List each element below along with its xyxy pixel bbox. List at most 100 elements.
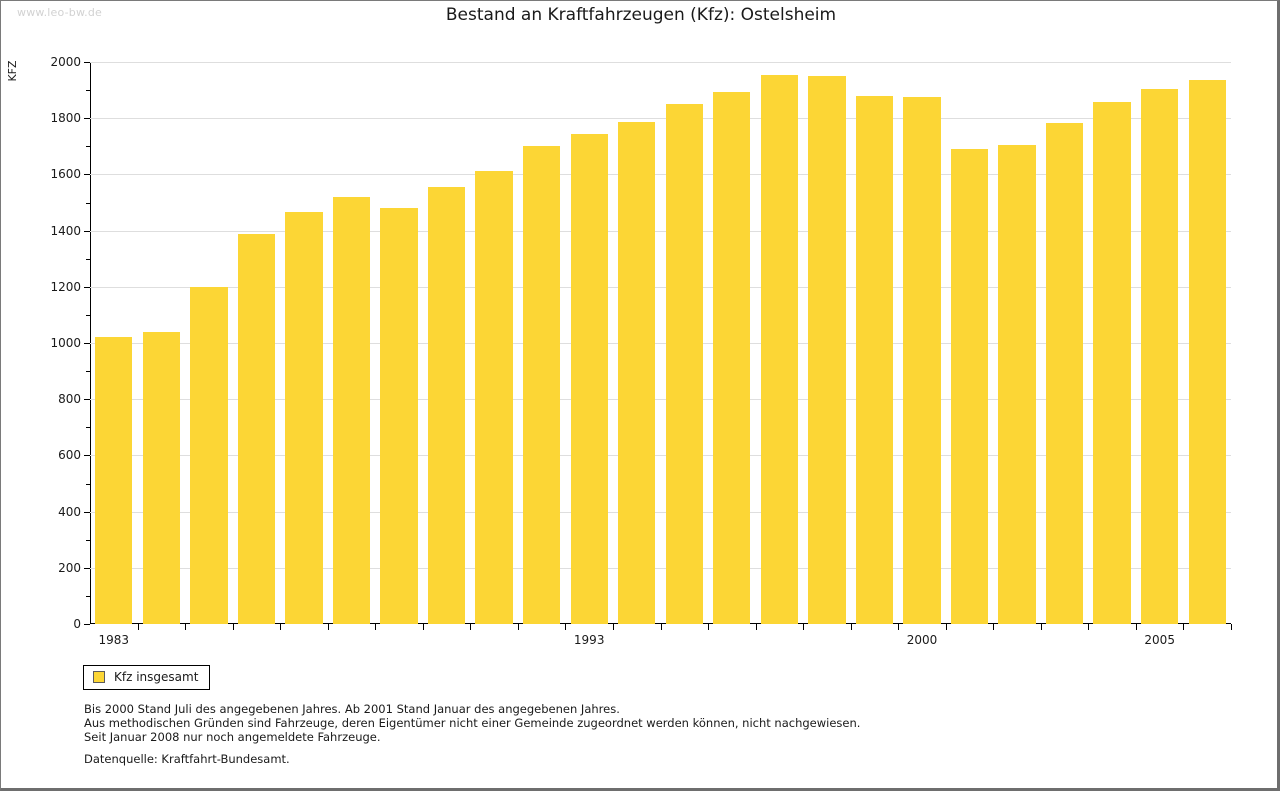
bar: [760, 74, 798, 624]
x-axis-tick: [185, 624, 187, 630]
y-axis-tick: [84, 399, 90, 401]
y-axis-tick-label: 0: [73, 617, 81, 631]
gridline: [90, 343, 1231, 344]
x-axis-tick: [565, 624, 567, 630]
bar: [665, 104, 703, 624]
x-axis-tick-label: 2000: [906, 633, 938, 647]
gridline: [90, 174, 1231, 176]
x-axis-tick: [945, 624, 947, 630]
watermark-text: www.leo-bw.de: [17, 6, 103, 19]
gridline: [90, 455, 1231, 457]
y-axis-tick-label: 1400: [50, 223, 81, 238]
y-axis-minor-tick: [86, 483, 90, 485]
bar: [142, 331, 180, 624]
source-note: Datenquelle: Kraftfahrt-Bundesamt.: [84, 752, 290, 766]
gridline: [90, 118, 1231, 120]
bar: [475, 171, 513, 624]
bar: [618, 121, 656, 624]
y-axis-tick: [84, 343, 90, 344]
y-axis-tick-label: 600: [58, 448, 81, 463]
footnote-line: Aus methodischen Gründen sind Fahrzeuge,…: [84, 716, 861, 730]
bar: [380, 208, 418, 624]
y-axis-tick: [84, 455, 90, 457]
x-axis-tick: [1183, 624, 1185, 630]
y-axis-tick-label: 400: [58, 504, 81, 519]
footnotes: Bis 2000 Stand Juli des angegebenen Jahr…: [84, 702, 860, 744]
y-axis-tick: [84, 567, 90, 569]
x-axis-tick-label: 1983: [98, 633, 130, 647]
y-axis-tick-label: 1600: [50, 167, 81, 182]
bar: [1141, 88, 1179, 624]
gridline: [90, 62, 1231, 63]
y-axis-minor-tick: [86, 314, 90, 316]
y-axis-minor-tick: [86, 202, 90, 204]
gridline: [90, 511, 1231, 513]
bar: [1093, 102, 1131, 624]
y-axis-tick: [84, 174, 90, 176]
bar: [570, 133, 608, 624]
x-axis-tick-label: 2005: [1144, 633, 1175, 647]
bar: [237, 233, 276, 624]
x-axis-tick: [1040, 624, 1042, 630]
y-axis-title: KFZ: [6, 60, 19, 82]
bar: [427, 187, 466, 624]
x-axis-tick: [612, 624, 614, 630]
y-axis-tick: [84, 624, 90, 625]
x-axis-tick: [850, 624, 852, 630]
gridline: [90, 286, 1231, 288]
gridline: [90, 567, 1231, 569]
bar: [522, 146, 561, 624]
x-axis-tick: [137, 624, 139, 630]
x-axis-tick: [470, 624, 472, 630]
gridline: [90, 399, 1231, 401]
x-axis-tick: [422, 624, 424, 630]
x-axis-tick: [1135, 624, 1137, 630]
y-axis-tick-label: 800: [58, 392, 81, 407]
bar: [1188, 80, 1226, 624]
bar: [903, 97, 941, 624]
y-axis-tick: [84, 230, 90, 232]
y-axis-tick-label: 1000: [50, 336, 81, 350]
legend-swatch-icon: [93, 671, 105, 683]
y-axis-minor-tick: [86, 595, 90, 597]
legend: Kfz insgesamt: [83, 665, 211, 690]
y-axis-minor-tick: [86, 90, 90, 92]
gridline: [90, 230, 1231, 232]
y-axis-tick: [84, 511, 90, 513]
legend-label: Kfz insgesamt: [114, 670, 199, 684]
bar: [95, 337, 133, 624]
y-axis-tick-label: 200: [58, 560, 81, 575]
y-axis-tick-label: 1800: [50, 111, 81, 126]
y-axis-tick-label: 2000: [50, 55, 81, 69]
x-axis-tick: [375, 624, 377, 630]
bar: [855, 96, 894, 624]
y-axis-minor-tick: [86, 258, 90, 260]
bar: [998, 145, 1036, 624]
bar: [332, 196, 371, 624]
y-axis-minor-tick: [86, 427, 90, 429]
bar: [950, 149, 989, 624]
x-axis-tick-label: 1993: [573, 633, 605, 647]
y-axis-tick: [84, 62, 90, 63]
x-axis-tick: [993, 624, 995, 630]
footnote-line: Bis 2000 Stand Juli des angegebenen Jahr…: [84, 702, 620, 716]
bar: [808, 76, 846, 624]
x-axis-tick: [232, 624, 234, 630]
page-title: Bestand an Kraftfahrzeugen (Kfz): Ostels…: [445, 5, 837, 25]
x-axis-tick: [755, 624, 757, 630]
x-axis-tick: [280, 624, 282, 630]
y-axis-minor-tick: [86, 539, 90, 541]
y-axis-minor-tick: [86, 146, 90, 148]
x-axis-tick: [660, 624, 662, 630]
bar: [285, 212, 323, 624]
x-axis-tick: [517, 624, 519, 630]
x-axis-tick: [1231, 624, 1232, 630]
bar: [190, 286, 228, 624]
y-axis-tick-label: 1200: [50, 279, 81, 294]
footnote-line: Seit Januar 2008 nur noch angemeldete Fa…: [84, 730, 381, 744]
x-axis-tick: [1088, 624, 1090, 630]
x-axis-tick: [708, 624, 710, 630]
x-axis-tick: [327, 624, 329, 630]
plot-area: 0 200 400 600 800 1000 1200 1400 1600 1800 2000 19…: [50, 55, 1232, 647]
